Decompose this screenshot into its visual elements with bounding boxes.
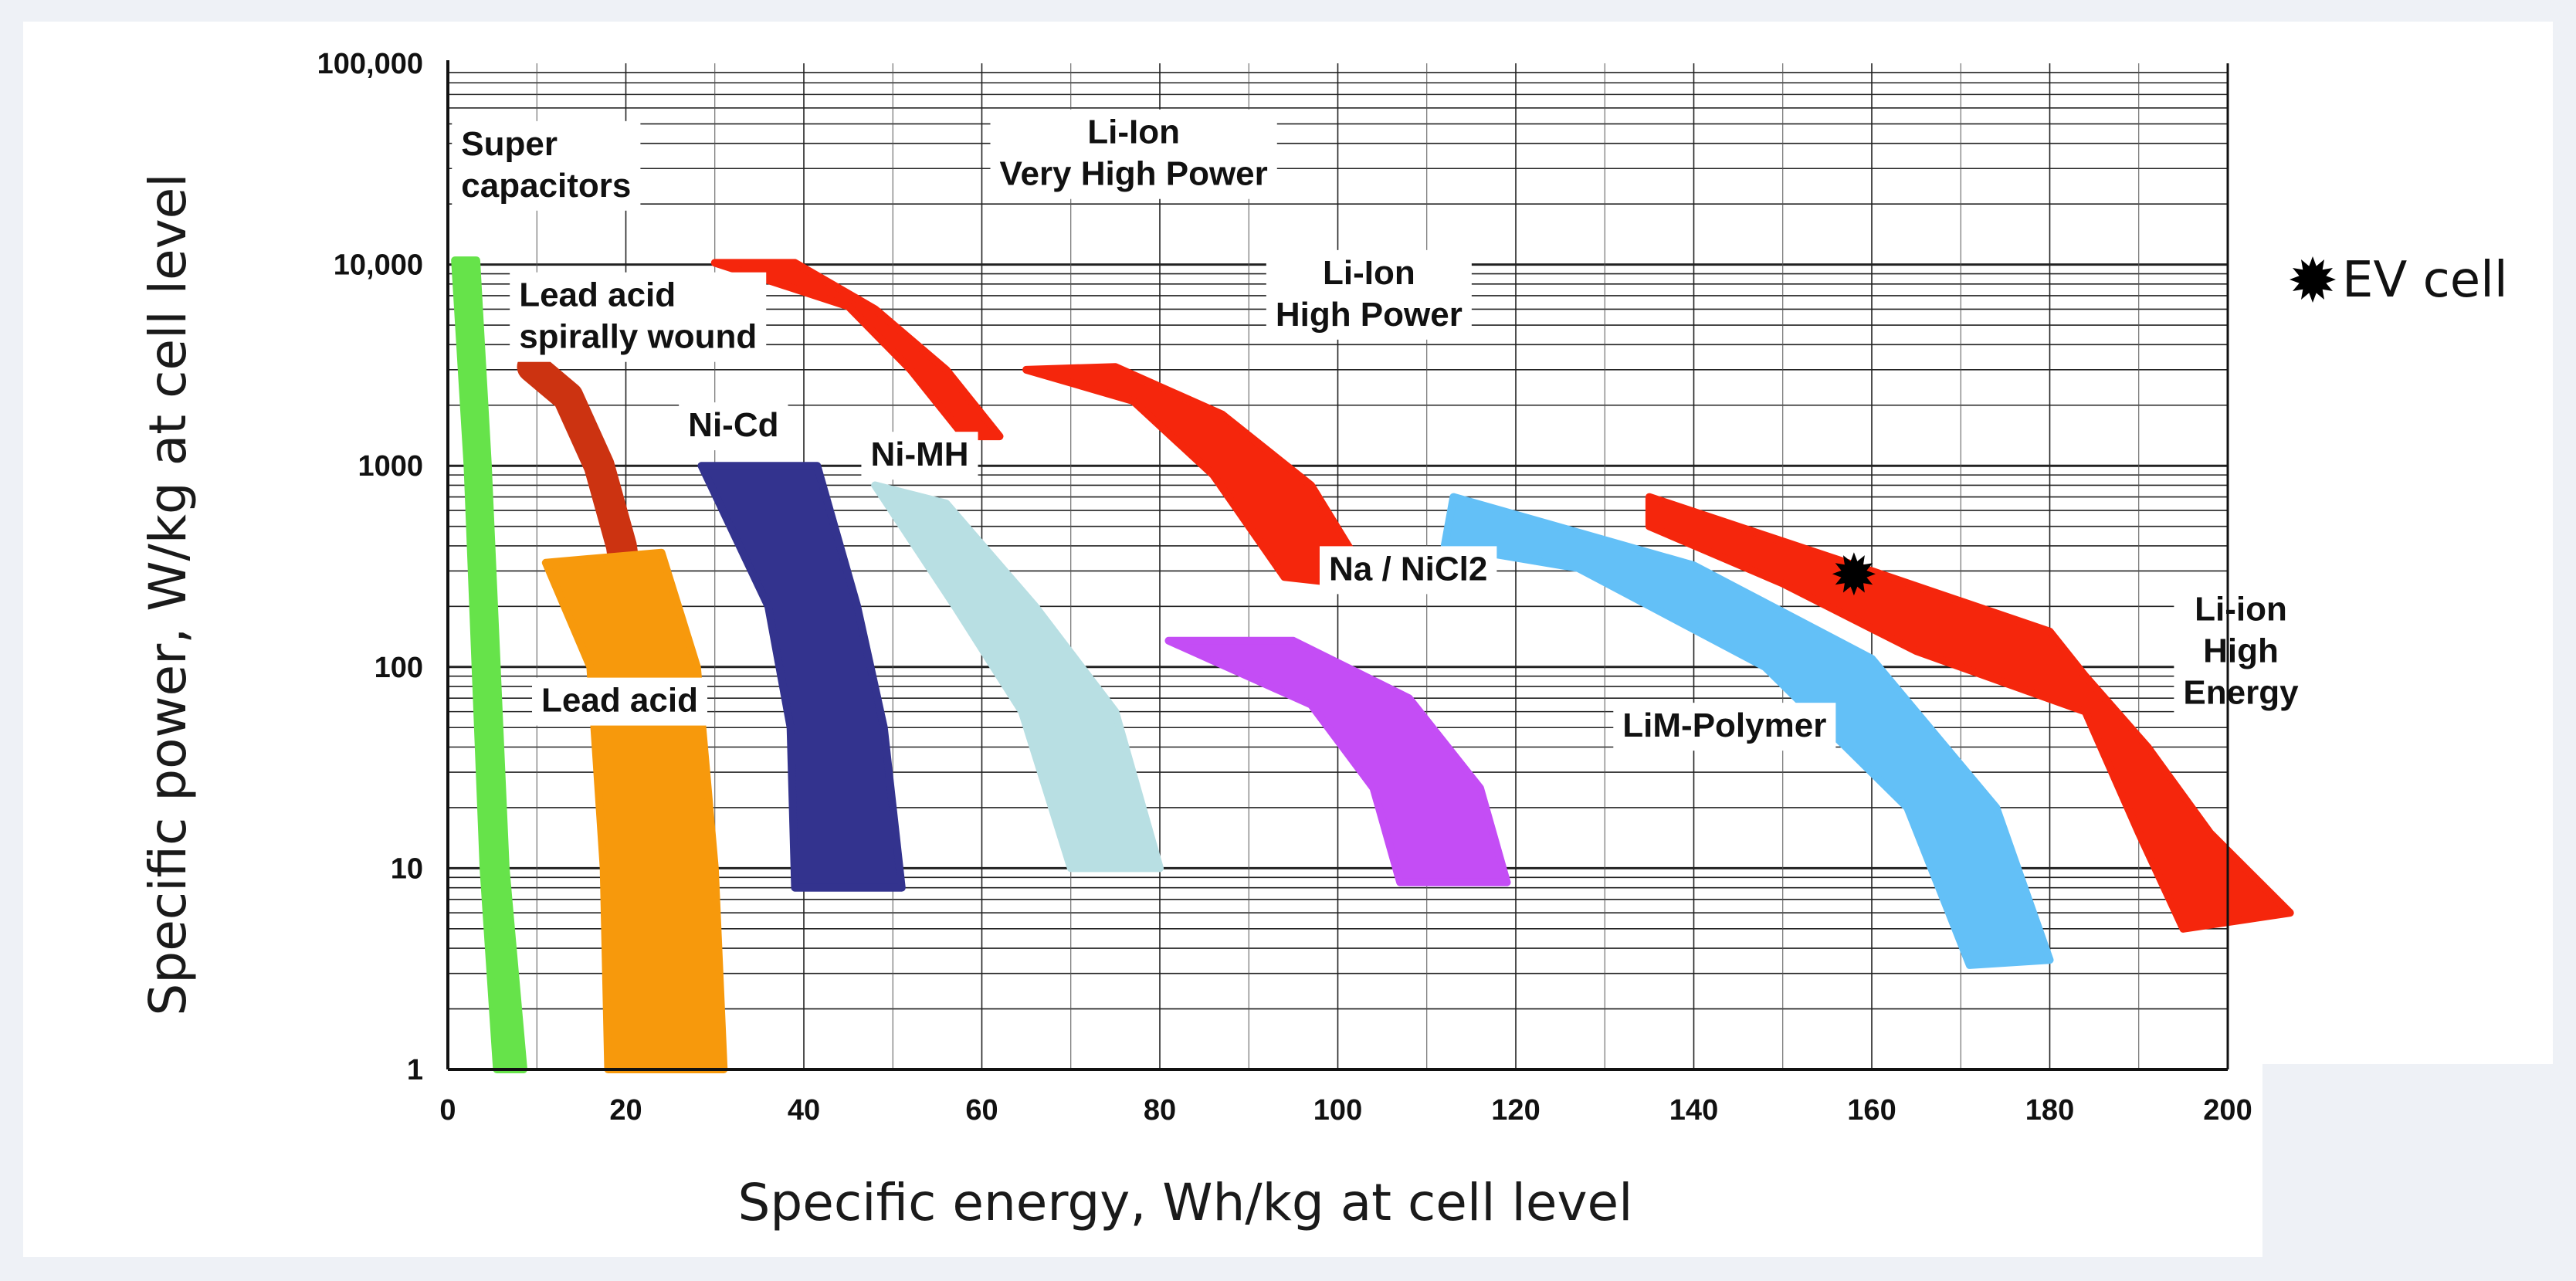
x-tick-label: 180 <box>2025 1094 2074 1127</box>
region-ni-mh <box>871 481 1164 873</box>
label-background <box>1319 546 1497 595</box>
x-tick-label: 40 <box>788 1094 820 1127</box>
label-line: spirally wound <box>519 318 757 356</box>
label-line: Energy <box>2183 674 2299 712</box>
label-lead-acid: Lead acid <box>532 677 707 726</box>
label-line: High Power <box>1276 296 1463 334</box>
y-tick-label: 100 <box>375 652 423 684</box>
region-li-ion-high-energy <box>1645 493 2294 933</box>
x-tick-label: 200 <box>2203 1094 2252 1127</box>
label-line: Ni-MH <box>870 435 968 473</box>
label-line: Super <box>461 125 558 163</box>
ev-cell-marker <box>1832 552 1876 596</box>
label-background <box>532 677 707 726</box>
label-lead-acid-spirally-wound: Lead acid spirally wound <box>510 272 767 362</box>
label-line: Na / NiCl2 <box>1329 550 1487 588</box>
legend-label-ev-cell: EV cell <box>2342 252 2508 309</box>
markers <box>1832 552 1876 596</box>
y-tick-label: 10,000 <box>334 249 423 282</box>
label-li-ion-high-power: Li-Ion High Power <box>1266 249 1472 340</box>
y-tick-label: 1000 <box>358 450 423 483</box>
label-line: Very High Power <box>1000 155 1268 193</box>
label-line: LiM-Polymer <box>1622 707 1826 744</box>
region-ni-cd <box>697 462 906 892</box>
x-tick-label: 60 <box>965 1094 998 1127</box>
x-tick-label: 80 <box>1144 1094 1176 1127</box>
label-line: Ni-Cd <box>688 406 778 444</box>
label-background <box>1613 703 1836 751</box>
label-background <box>1266 249 1472 340</box>
region-na-nicl2 <box>1164 636 1511 886</box>
label-ni-mh: Ni-MH <box>861 432 978 480</box>
x-tick-label: 140 <box>1669 1094 1718 1127</box>
x-tick-label: 120 <box>1491 1094 1540 1127</box>
label-background <box>452 120 641 211</box>
axes: 0 20 40 60 80 100 120 140 160 180 200 1 10 100 1000 10,… <box>317 48 2252 1127</box>
label-line: High <box>2203 632 2279 670</box>
label-background <box>861 432 978 480</box>
region-lim-polymer <box>1440 493 2054 969</box>
legend-starburst-icon <box>2290 256 2336 303</box>
y-tick-label: 1 <box>407 1054 423 1086</box>
label-li-ion-very-high-power: Li-Ion Very High Power <box>990 109 1277 199</box>
x-tick-label: 100 <box>1313 1094 1362 1127</box>
label-line: Lead acid <box>519 276 676 314</box>
x-tick-label: 0 <box>439 1094 456 1127</box>
y-axis-title: Specific power, W/kg at cell level <box>138 173 198 1015</box>
label-line: Lead acid <box>541 682 698 720</box>
label-na-nicl2: Na / NiCl2 <box>1319 546 1497 595</box>
legend: EV cell <box>2290 252 2508 309</box>
label-line: Li-Ion <box>1087 114 1180 151</box>
label-background <box>510 272 767 362</box>
legend-panel <box>2262 22 2553 1064</box>
y-tick-label: 100,000 <box>317 48 423 80</box>
x-axis-title: Specific energy, Wh/kg at cell level <box>738 1173 1633 1232</box>
label-background <box>990 109 1277 199</box>
y-tick-label: 10 <box>391 852 423 885</box>
label-ni-cd: Ni-Cd <box>679 402 788 451</box>
label-line: Li-ion <box>2195 591 2287 629</box>
x-tick-label: 160 <box>1847 1094 1896 1127</box>
label-line: Li-Ion <box>1323 254 1415 292</box>
label-background <box>679 402 788 451</box>
label-super-capacitors: Super capacitors <box>452 120 641 211</box>
label-line: capacitors <box>461 167 631 205</box>
label-lim-polymer: LiM-Polymer <box>1613 703 1836 751</box>
x-tick-label: 20 <box>609 1094 642 1127</box>
label-background <box>2174 586 2308 718</box>
region-li-ion-very-high-power <box>710 259 1004 441</box>
